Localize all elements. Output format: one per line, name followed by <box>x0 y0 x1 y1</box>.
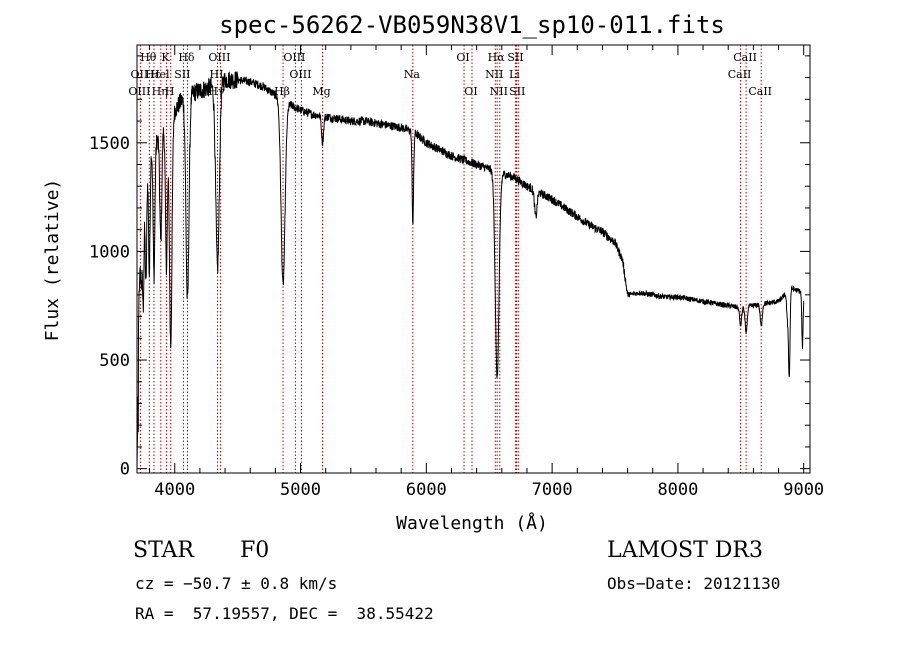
line-label: OI <box>456 51 469 64</box>
line-label: OII <box>131 68 149 81</box>
redshift-cz: cz = −50.7 ± 0.8 km/s <box>135 574 338 593</box>
line-label: SII <box>174 68 190 81</box>
line-label: Hθ <box>140 51 157 64</box>
spectrum-chart: spec-56262-VB059N38V1_sp10-011.fits Hθ OI… <box>42 11 824 534</box>
line-label: H <box>165 85 175 98</box>
line-label: Hβ <box>274 85 290 98</box>
line-label: Hδ <box>178 51 195 64</box>
object-class: STAR <box>133 538 194 563</box>
observation-date: Obs−Date: 20121130 <box>607 574 781 593</box>
line-label: SII <box>509 85 525 98</box>
x-tick-label: 6000 <box>406 480 447 500</box>
x-tick-label: 8000 <box>657 480 698 500</box>
line-label: OIII <box>289 68 311 81</box>
line-label: OIII <box>283 51 305 64</box>
line-label: Hα <box>488 51 506 64</box>
y-axis-label: Flux (relative) <box>42 179 63 342</box>
line-label: SII <box>507 51 523 64</box>
survey-name: LAMOST DR3 <box>607 538 763 563</box>
line-label: CaII <box>728 68 752 81</box>
line-label: Mg <box>312 85 330 98</box>
line-label: Hε <box>145 68 161 81</box>
x-tick-label: 7000 <box>532 480 573 500</box>
line-label: Na <box>404 68 421 81</box>
x-tick-label: 4000 <box>154 480 195 500</box>
x-tick-label: 5000 <box>280 480 321 500</box>
x-tick-label: 9000 <box>783 480 824 500</box>
spectral-subclass: F0 <box>240 538 270 563</box>
line-label: CaII <box>733 51 757 64</box>
line-label: Hη <box>152 85 168 98</box>
y-tick-label: 500 <box>99 351 130 371</box>
line-label: HI <box>210 68 224 81</box>
spectral-line-markers <box>139 45 762 473</box>
spectrum-line <box>136 71 805 469</box>
y-tick-label: 1500 <box>89 134 130 154</box>
line-label: Hel <box>150 68 170 81</box>
line-label: CaII <box>748 85 772 98</box>
plot-frame <box>136 44 811 474</box>
line-label: K <box>161 51 170 64</box>
chart-title: spec-56262-VB059N38V1_sp10-011.fits <box>219 11 725 39</box>
y-tick-label: 0 <box>120 460 130 480</box>
line-label: OIII <box>128 85 150 98</box>
line-label: OIII <box>208 51 230 64</box>
line-label: Li <box>509 68 520 81</box>
x-axis-label: Wavelength (Å) <box>396 512 548 534</box>
line-label: OI <box>464 85 477 98</box>
line-label: NII <box>485 68 503 81</box>
coordinates: RA = 57.19557, DEC = 38.55422 <box>135 604 434 623</box>
y-tick-label: 1000 <box>89 242 130 262</box>
spectral-line-labels: HθOIIOIIIHεHηKHelHHδSIIOIIIHIHγOIIIOIIIH… <box>128 51 772 98</box>
line-label: NII <box>490 85 508 98</box>
axes: 4000 5000 6000 7000 8000 9000 0 500 1000 1500 <box>89 45 824 500</box>
